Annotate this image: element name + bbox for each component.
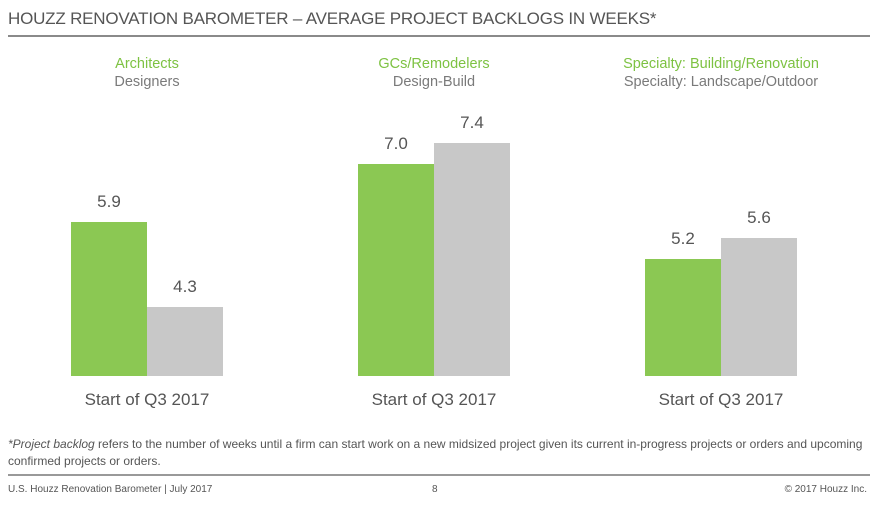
footer-left: U.S. Houzz Renovation Barometer | July 2… [8, 484, 213, 495]
legend-entry: Specialty: Building/Renovation [623, 56, 819, 72]
footer-right: © 2017 Houzz Inc. [784, 484, 867, 495]
data-label: 5.6 [747, 208, 771, 228]
x-axis-label: Start of Q3 2017 [84, 390, 210, 409]
legend-2: GCs/Remodelers Design-Build [284, 55, 584, 91]
page-title: HOUZZ RENOVATION BAROMETER – AVERAGE PRO… [8, 9, 657, 28]
data-label: 4.3 [173, 277, 197, 297]
bar-specialty-building-renovation [645, 259, 721, 376]
x-axis-label: Start of Q3 2017 [371, 390, 497, 409]
bar-gcs-remodelers [358, 164, 434, 376]
bar-designers [147, 307, 223, 376]
data-label: 7.4 [460, 112, 484, 132]
legend-3: Specialty: Building/Renovation Specialty:… [571, 55, 871, 91]
footnote: *Project backlog refers to the number of… [8, 436, 868, 470]
legend-entry: Architects [115, 56, 179, 72]
legend-entry: Design-Build [392, 74, 476, 90]
legend-1: Architects Designers [0, 55, 297, 91]
title-divider [8, 35, 870, 37]
legend-entry: Designers [114, 74, 180, 90]
x-axis-label: Start of Q3 2017 [658, 390, 784, 409]
legend-entry: Specialty: Landscape/Outdoor [623, 74, 819, 90]
data-label: 5.9 [97, 192, 121, 212]
data-label: 7.0 [384, 134, 408, 153]
footer-divider [8, 474, 870, 476]
page-number: 8 [432, 484, 438, 495]
legend-entry: GCs/Remodelers [378, 56, 490, 72]
data-label: 5.2 [671, 229, 695, 249]
footnote-text: refers to the number of weeks until a fi… [8, 437, 863, 468]
footnote-term: *Project backlog [8, 437, 95, 451]
bar-specialty-landscape-outdoor [721, 238, 797, 376]
bar-architects [71, 222, 147, 376]
bar-design-build [434, 142, 510, 376]
